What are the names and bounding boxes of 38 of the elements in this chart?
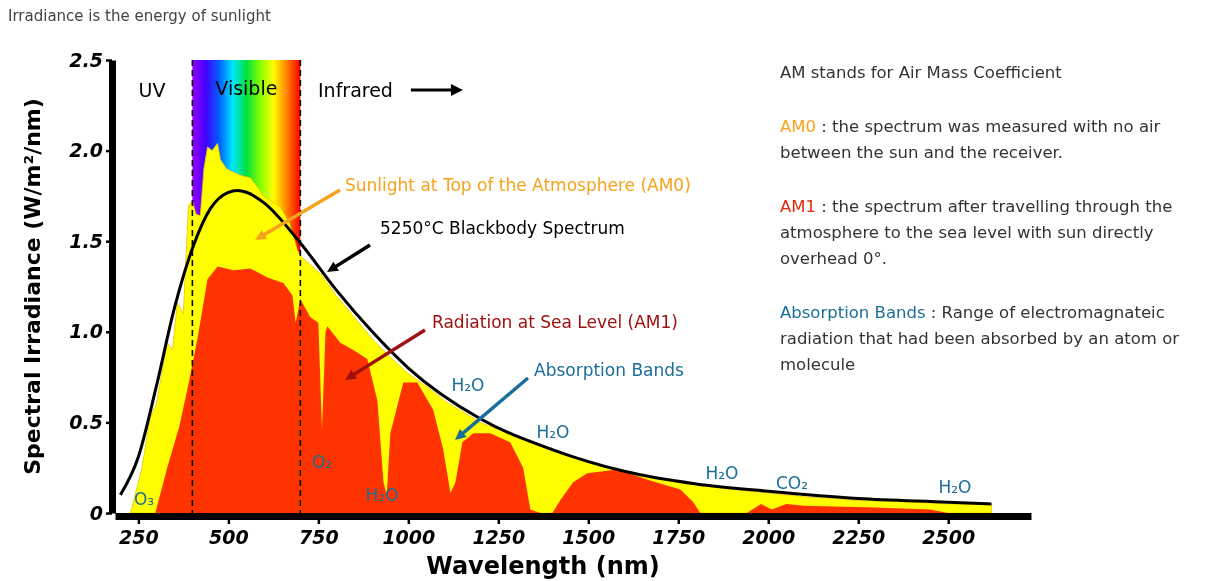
- band-label: Visible: [215, 76, 278, 99]
- y-tick-label: 2.5: [69, 48, 103, 71]
- x-tick-label: 2000: [742, 526, 796, 549]
- chart-title: Irradiance is the energy of sunlight: [8, 7, 271, 25]
- y-tick-label: 2.0: [69, 139, 103, 162]
- x-tick-label: 250: [119, 526, 159, 549]
- y-tick-label: 0.5: [69, 410, 103, 433]
- x-tick-label: 1250: [472, 526, 526, 549]
- x-tick-label: 750: [299, 526, 339, 549]
- annotation: Absorption Bands: [534, 359, 685, 380]
- x-tick-label: 1500: [562, 526, 616, 549]
- annotation: Infrared: [318, 78, 393, 101]
- annotation: 5250°C Blackbody Spectrum: [380, 217, 625, 238]
- y-tick-label: 1.0: [69, 320, 103, 343]
- x-axis-title: Wavelength (nm): [426, 552, 660, 580]
- x-tick-label: 500: [209, 526, 249, 549]
- y-tick-label: 0: [89, 501, 103, 524]
- annotation: Sunlight at Top of the Atmosphere (AM0): [345, 174, 691, 195]
- annotation: Radiation at Sea Level (AM1): [432, 311, 678, 332]
- annotation: AM stands for Air Mass Coefficient: [780, 63, 1063, 82]
- annotation: H₂O: [705, 462, 739, 483]
- x-tick-label: 1750: [652, 526, 706, 549]
- annotation: CO₂: [775, 472, 809, 493]
- x-tick-label: 2250: [832, 526, 886, 549]
- annotation: H₂O: [536, 421, 570, 442]
- annotation: AM1 : the spectrum after travelling through the atmosphere to the sea level with sun directly overhead 0°.: [780, 197, 1173, 268]
- annotation: Absorption Bands : Range of electromagnateic radiation that had been absorbed by an atom or molecule: [780, 303, 1180, 374]
- x-tick-label: 1000: [382, 526, 436, 549]
- y-tick-label: 1.5: [69, 229, 103, 252]
- annotation: AM0 : the spectrum was measured with no air between the sun and the receiver.: [780, 117, 1161, 162]
- annotation: H₂O: [451, 374, 485, 395]
- annotation: O₃: [133, 488, 155, 509]
- annotation: O₂: [311, 451, 333, 472]
- x-tick-label: 2500: [922, 526, 976, 549]
- y-axis-title: Spectral Irradiance (W/m²/nm): [20, 98, 45, 475]
- annotation: UV: [138, 78, 166, 101]
- annotation: H₂O: [365, 484, 399, 505]
- annotation: H₂O: [938, 476, 972, 497]
